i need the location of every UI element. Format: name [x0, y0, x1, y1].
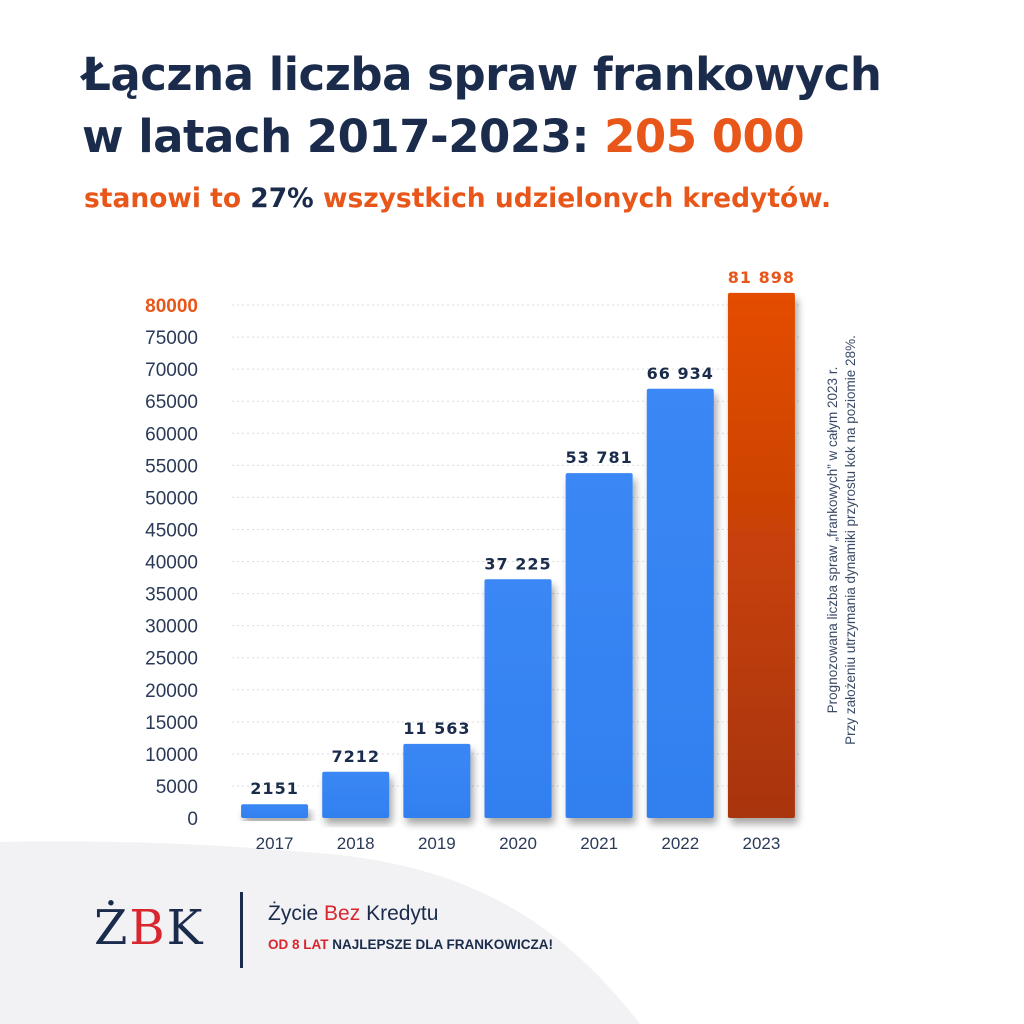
y-tick-label: 65000 [145, 392, 198, 413]
data-label-2020: 37 225 [484, 554, 551, 573]
brand-tagline: OD 8 LAT NAJLEPSZE DLA FRANKOWICZA! [268, 937, 553, 952]
headline-line2: w latach 2017-2023: [82, 110, 589, 163]
bar-2018 [322, 771, 390, 818]
y-axis-ticks: 0 5000 10000 15000 20000 25000 30000 35000 40000… [145, 296, 198, 830]
y-tick-label: 25000 [145, 649, 198, 670]
logo-letter-k: K [166, 900, 205, 956]
bar-2019 [403, 743, 471, 818]
logo-divider [240, 892, 243, 968]
y-tick-label: 75000 [145, 328, 198, 349]
y-tick-label: 45000 [145, 520, 198, 541]
bars [241, 292, 795, 818]
brand-name-part3: Kredytu [366, 902, 439, 925]
subtitle: stanowi to 27% wszystkich udzielonych kr… [84, 181, 831, 217]
data-labels: 2151 7212 11 563 37 225 53 781 66 934 81 898 [250, 268, 795, 798]
subtitle-part2: wszystkich udzielonych kredytów. [322, 183, 832, 214]
y-tick-label: 30000 [145, 617, 198, 638]
footnote-line1: Prognozowana liczba spraw „frankowych” w… [825, 366, 840, 714]
zbk-logo: ŻBK [94, 900, 205, 956]
y-tick-label: 5000 [156, 777, 198, 798]
data-label-2017: 2151 [250, 779, 299, 798]
x-axis-ticks: 2017 2018 2019 2020 2021 2022 2023 [256, 834, 781, 853]
headline: Łączna liczba spraw frankowych w latach … [82, 44, 882, 168]
headline-total: 205 000 [604, 110, 805, 163]
logo-letter-b: B [129, 900, 167, 956]
bar-2020 [484, 579, 552, 818]
y-tick-label: 55000 [145, 456, 198, 477]
x-tick-label: 2019 [418, 834, 456, 853]
brand-name-part2: Bez [324, 902, 361, 925]
data-label-2022: 66 934 [647, 364, 714, 383]
x-tick-label: 2017 [256, 834, 294, 853]
x-tick-label: 2023 [743, 834, 781, 853]
x-tick-label: 2021 [580, 834, 618, 853]
y-tick-label: 40000 [145, 553, 198, 574]
data-label-2023: 81 898 [728, 268, 795, 287]
bar-2023 [727, 292, 795, 818]
y-tick-label: 0 [187, 809, 198, 830]
y-tick-label: 35000 [145, 585, 198, 606]
subtitle-part1: stanowi to [84, 183, 242, 214]
x-tick-label: 2022 [661, 834, 699, 853]
logo-letter-z: Ż [94, 900, 130, 956]
footnote-line2: Przy założeniu utrzymania dynamiki przyr… [843, 335, 858, 745]
data-label-2021: 53 781 [566, 448, 633, 467]
y-tick-label: 10000 [145, 745, 198, 766]
y-tick-label: 70000 [145, 360, 198, 381]
headline-line1: Łączna liczba spraw frankowych [82, 48, 882, 101]
y-tick-label: 60000 [145, 424, 198, 445]
bar-2021 [565, 473, 633, 818]
y-tick-label: 15000 [145, 713, 198, 734]
y-tick-label: 20000 [145, 681, 198, 702]
bar-2022 [646, 388, 714, 818]
subtitle-percent: 27% [250, 183, 314, 214]
brand-name-part1: Życie [268, 902, 319, 925]
y-tick-label: 50000 [145, 488, 198, 509]
x-tick-label: 2018 [337, 834, 375, 853]
bar-2017 [241, 804, 309, 818]
data-label-2019: 11 563 [403, 719, 470, 738]
y-tick-label: 80000 [145, 296, 198, 317]
brand-tag-part1: OD 8 LAT [268, 937, 329, 952]
brand-name: Życie Bez Kredytu [268, 902, 438, 926]
data-label-2018: 7212 [331, 747, 380, 766]
brand-tag-part2: NAJLEPSZE DLA FRANKOWICZA! [332, 937, 554, 952]
x-tick-label: 2020 [499, 834, 537, 853]
